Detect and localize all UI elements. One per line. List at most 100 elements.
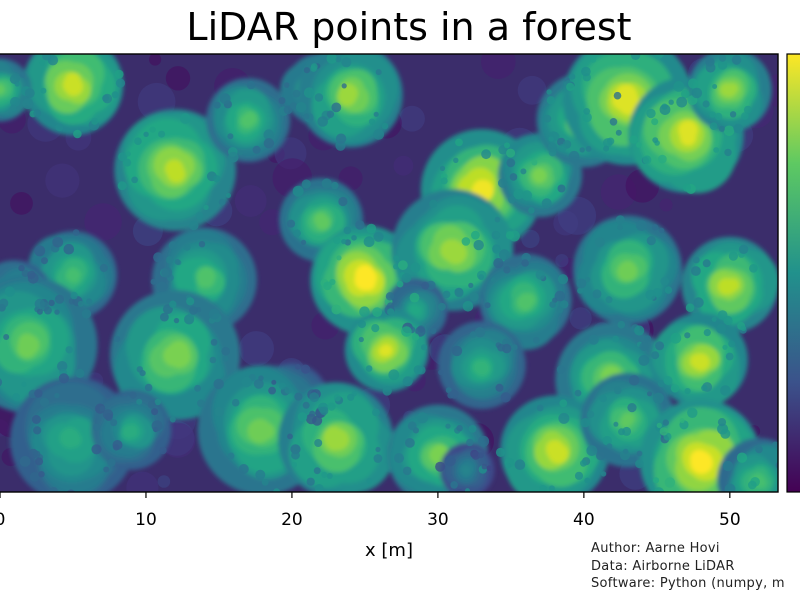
lidar-point bbox=[511, 344, 518, 351]
lidar-point bbox=[594, 237, 605, 248]
lidar-point bbox=[336, 255, 342, 261]
lidar-point bbox=[86, 298, 93, 305]
lidar-point bbox=[386, 302, 395, 310]
lidar-point bbox=[54, 392, 60, 399]
lidar-point bbox=[638, 355, 650, 366]
lidar-point bbox=[112, 440, 123, 450]
lidar-point bbox=[454, 288, 464, 298]
lidar-point bbox=[180, 113, 191, 124]
lidar-point bbox=[497, 343, 505, 352]
lidar-point bbox=[366, 223, 377, 234]
tree-crown bbox=[639, 399, 762, 492]
lidar-point bbox=[662, 419, 669, 426]
lidar-point bbox=[442, 290, 451, 299]
lidar-point bbox=[664, 286, 673, 294]
lidar-point bbox=[410, 262, 421, 273]
x-tick-label: 50 bbox=[719, 510, 741, 530]
tree-crown bbox=[681, 236, 778, 334]
lidar-point bbox=[351, 235, 357, 241]
lidar-point bbox=[528, 207, 535, 214]
lidar-point bbox=[450, 481, 458, 489]
lidar-point bbox=[468, 425, 477, 433]
lidar-point bbox=[42, 54, 51, 61]
lidar-point bbox=[393, 263, 399, 270]
lidar-point bbox=[500, 392, 511, 403]
lidar-point bbox=[335, 133, 347, 144]
lidar-point bbox=[550, 498, 560, 508]
lidar-point bbox=[147, 400, 156, 409]
lidar-point bbox=[160, 312, 169, 322]
canopy-point bbox=[0, 86, 4, 96]
lidar-point bbox=[421, 344, 428, 351]
lidar-point bbox=[657, 380, 666, 388]
lidar-point bbox=[543, 114, 552, 123]
lidar-point bbox=[559, 399, 568, 408]
lidar-point bbox=[646, 236, 656, 246]
lidar-point bbox=[338, 196, 348, 207]
canopy-point bbox=[548, 443, 569, 464]
canopy-point bbox=[17, 335, 38, 356]
ground-point bbox=[481, 54, 516, 79]
credit-software: Software: Python (numpy, m bbox=[591, 576, 785, 591]
lidar-point bbox=[183, 243, 191, 251]
lidar-point bbox=[149, 126, 156, 133]
canopy-point bbox=[617, 261, 635, 278]
tree-crown bbox=[573, 215, 683, 325]
lidar-point bbox=[93, 423, 101, 431]
lidar-point bbox=[557, 184, 566, 193]
lidar-point bbox=[635, 142, 642, 148]
lidar-point bbox=[136, 398, 143, 405]
lidar-point bbox=[438, 369, 444, 376]
lidar-point bbox=[731, 55, 742, 65]
canopy-point bbox=[252, 421, 273, 442]
lidar-point bbox=[35, 457, 44, 466]
lidar-point bbox=[546, 96, 556, 105]
lidar-point bbox=[255, 469, 266, 480]
lidar-point bbox=[341, 238, 347, 245]
lidar-point bbox=[498, 178, 508, 188]
lidar-point bbox=[499, 249, 510, 261]
lidar-point bbox=[303, 113, 310, 120]
lidar-point bbox=[278, 382, 287, 390]
lidar-point bbox=[29, 472, 40, 482]
credit-author: Author: Aarne Hovi bbox=[591, 541, 720, 556]
lidar-point bbox=[355, 54, 362, 56]
ground-point bbox=[45, 163, 80, 198]
lidar-point bbox=[306, 413, 317, 425]
ground-point bbox=[10, 192, 33, 215]
lidar-point bbox=[228, 151, 239, 163]
lidar-point bbox=[366, 477, 373, 484]
lidar-point bbox=[333, 394, 341, 402]
lidar-point bbox=[455, 138, 463, 147]
canopy-point bbox=[315, 215, 331, 231]
lidar-point bbox=[27, 270, 36, 280]
ground-point bbox=[659, 198, 673, 212]
lidar-point bbox=[168, 241, 178, 250]
lidar-point bbox=[651, 118, 659, 126]
lidar-point bbox=[75, 368, 85, 378]
lidar-point bbox=[682, 183, 692, 192]
lidar-point bbox=[585, 146, 592, 152]
lidar-point bbox=[581, 66, 591, 77]
plot-area bbox=[0, 53, 779, 508]
lidar-point bbox=[577, 287, 584, 294]
lidar-point bbox=[129, 391, 137, 399]
lidar-point bbox=[445, 387, 452, 394]
lidar-point bbox=[439, 165, 446, 171]
lidar-point bbox=[81, 309, 92, 319]
lidar-point bbox=[535, 270, 546, 280]
lidar-point bbox=[653, 392, 664, 404]
canopy-point bbox=[323, 426, 344, 448]
lidar-point bbox=[469, 331, 477, 338]
lidar-point bbox=[246, 80, 256, 90]
lidar-point bbox=[343, 226, 352, 235]
lidar-point bbox=[291, 450, 300, 460]
lidar-point bbox=[724, 498, 731, 505]
lidar-point bbox=[327, 402, 336, 411]
lidar-point bbox=[588, 334, 599, 345]
lidar-point bbox=[295, 102, 307, 113]
lidar-point bbox=[615, 215, 625, 225]
lidar-point bbox=[579, 147, 585, 153]
lidar-point bbox=[557, 274, 569, 285]
lidar-point bbox=[636, 220, 647, 232]
